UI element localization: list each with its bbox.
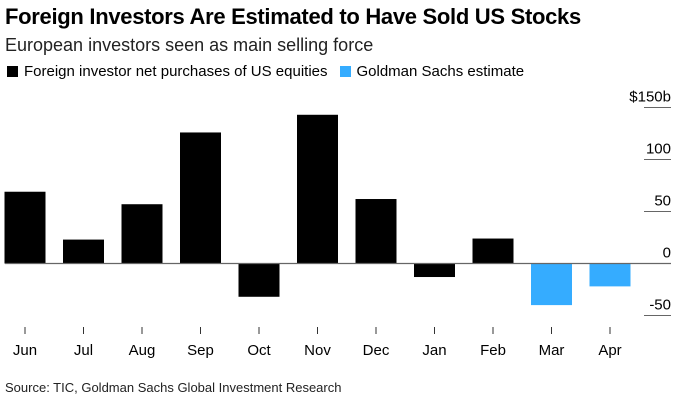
legend-item-net-purchases: Foreign investor net purchases of US equ… <box>7 63 328 80</box>
bar-jan <box>414 263 455 278</box>
bar-dec <box>355 199 397 264</box>
legend-label-net-purchases: Foreign investor net purchases of US equ… <box>24 63 328 80</box>
legend: Foreign investor net purchases of US equ… <box>7 63 536 80</box>
chart-subtitle: European investors seen as main selling … <box>5 35 374 55</box>
bar-oct <box>238 263 280 297</box>
bar-feb <box>472 238 514 264</box>
x-tick-label: Sep <box>187 342 214 359</box>
chart-title: Foreign Investors Are Estimated to Have … <box>5 4 581 29</box>
y-tick-label: -50 <box>649 297 671 314</box>
x-tick-label: Mar <box>539 342 565 359</box>
bar-aug <box>121 204 163 264</box>
bar-sep <box>180 132 221 264</box>
x-tick-label: Jun <box>13 342 37 359</box>
bar-jul <box>63 239 104 264</box>
legend-swatch-net-purchases <box>7 66 18 77</box>
bar-nov <box>297 114 338 264</box>
legend-label-gs-estimate: Goldman Sachs estimate <box>356 63 525 80</box>
y-tick-label: 100 <box>646 141 671 158</box>
y-tick-label: 50 <box>654 193 671 210</box>
source-note: Source: TIC, Goldman Sachs Global Invest… <box>5 380 342 395</box>
x-tick-label: Feb <box>480 342 506 359</box>
bar-apr <box>589 263 631 287</box>
x-tick-label: Oct <box>247 342 271 359</box>
legend-swatch-gs-estimate <box>339 66 351 77</box>
x-tick-label: Jul <box>74 342 93 359</box>
x-tick-label: Apr <box>598 342 621 359</box>
y-tick-label: 0 <box>663 245 671 262</box>
bar-jun <box>4 191 46 264</box>
x-tick-label: Dec <box>363 342 390 359</box>
x-tick-label: Jan <box>422 342 446 359</box>
x-tick-label: Nov <box>304 342 331 359</box>
bar-mar <box>531 263 572 306</box>
legend-item-gs-estimate: Goldman Sachs estimate <box>339 63 525 80</box>
x-tick-label: Aug <box>129 342 156 359</box>
y-tick-label: $150b <box>629 89 671 106</box>
